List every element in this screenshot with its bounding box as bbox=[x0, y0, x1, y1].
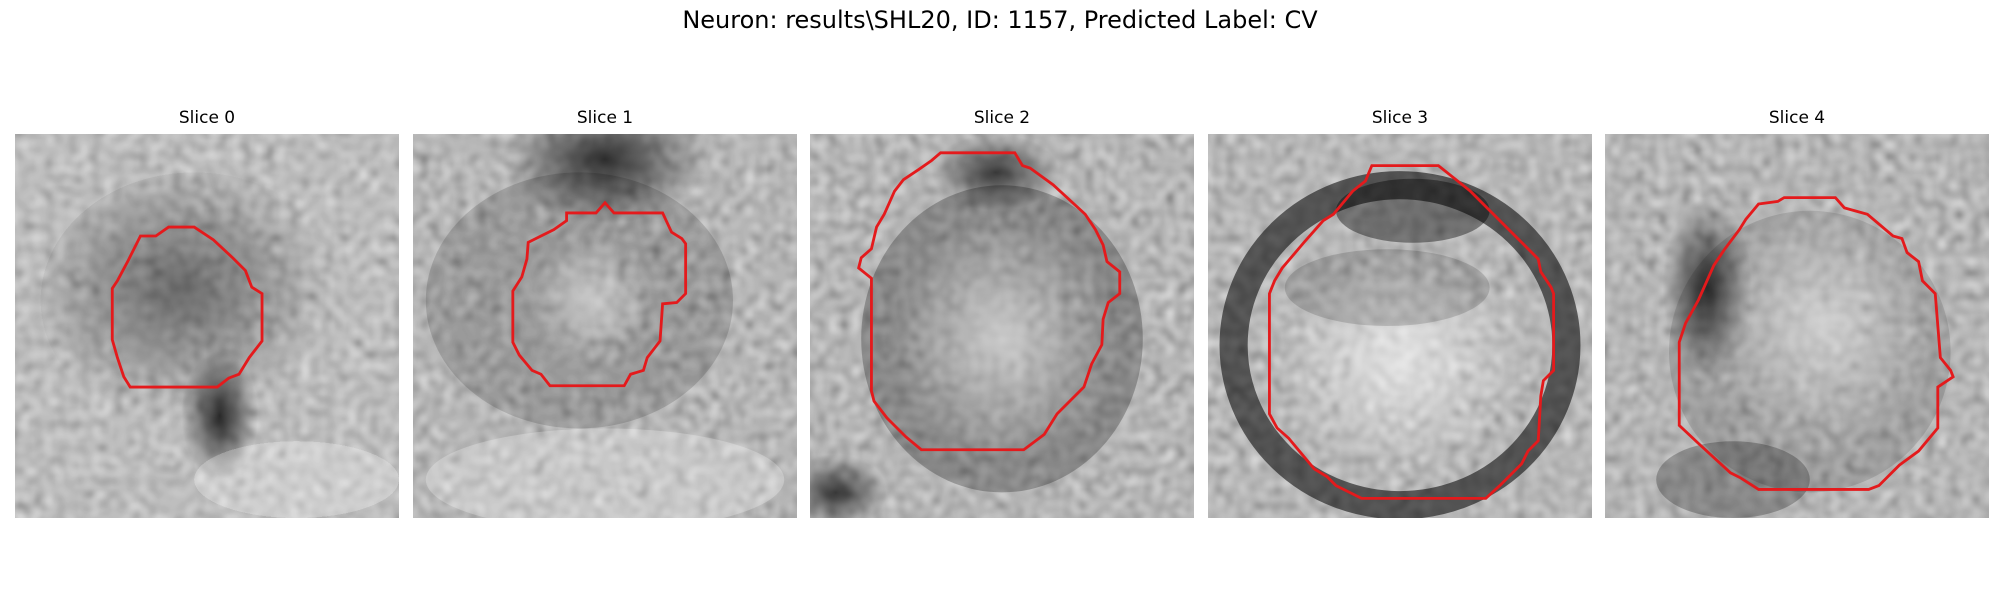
contour-overlay bbox=[110, 225, 264, 389]
slice-title: Slice 2 bbox=[973, 108, 1031, 128]
slice-title: Slice 3 bbox=[1371, 108, 1429, 128]
slice-panel-3: Slice 3 bbox=[1208, 108, 1592, 518]
neuron-contour bbox=[1677, 196, 1955, 491]
em-slice-image bbox=[810, 134, 1194, 518]
slice-panel-0: Slice 0 bbox=[15, 108, 399, 518]
neuron-contour bbox=[1268, 164, 1556, 500]
contour-overlay bbox=[511, 200, 688, 388]
slice-title: Slice 0 bbox=[178, 108, 236, 128]
contour-overlay bbox=[1677, 196, 1955, 491]
slice-panel-4: Slice 4 bbox=[1605, 108, 1989, 518]
slice-panel-2: Slice 2 bbox=[810, 108, 1194, 518]
figure-title: Neuron: results\SHL20, ID: 1157, Predict… bbox=[682, 6, 1318, 34]
em-slice-image bbox=[15, 134, 399, 518]
em-slice-image bbox=[413, 134, 797, 518]
neuron-contour bbox=[857, 151, 1122, 452]
slice-title: Slice 4 bbox=[1768, 108, 1826, 128]
slice-title: Slice 1 bbox=[576, 108, 634, 128]
contour-overlay bbox=[857, 151, 1122, 452]
neuron-contour bbox=[110, 225, 264, 389]
slice-panel-1: Slice 1 bbox=[413, 108, 797, 518]
neuron-contour bbox=[511, 200, 688, 388]
em-slice-image bbox=[1605, 134, 1989, 518]
contour-overlay bbox=[1268, 164, 1556, 500]
